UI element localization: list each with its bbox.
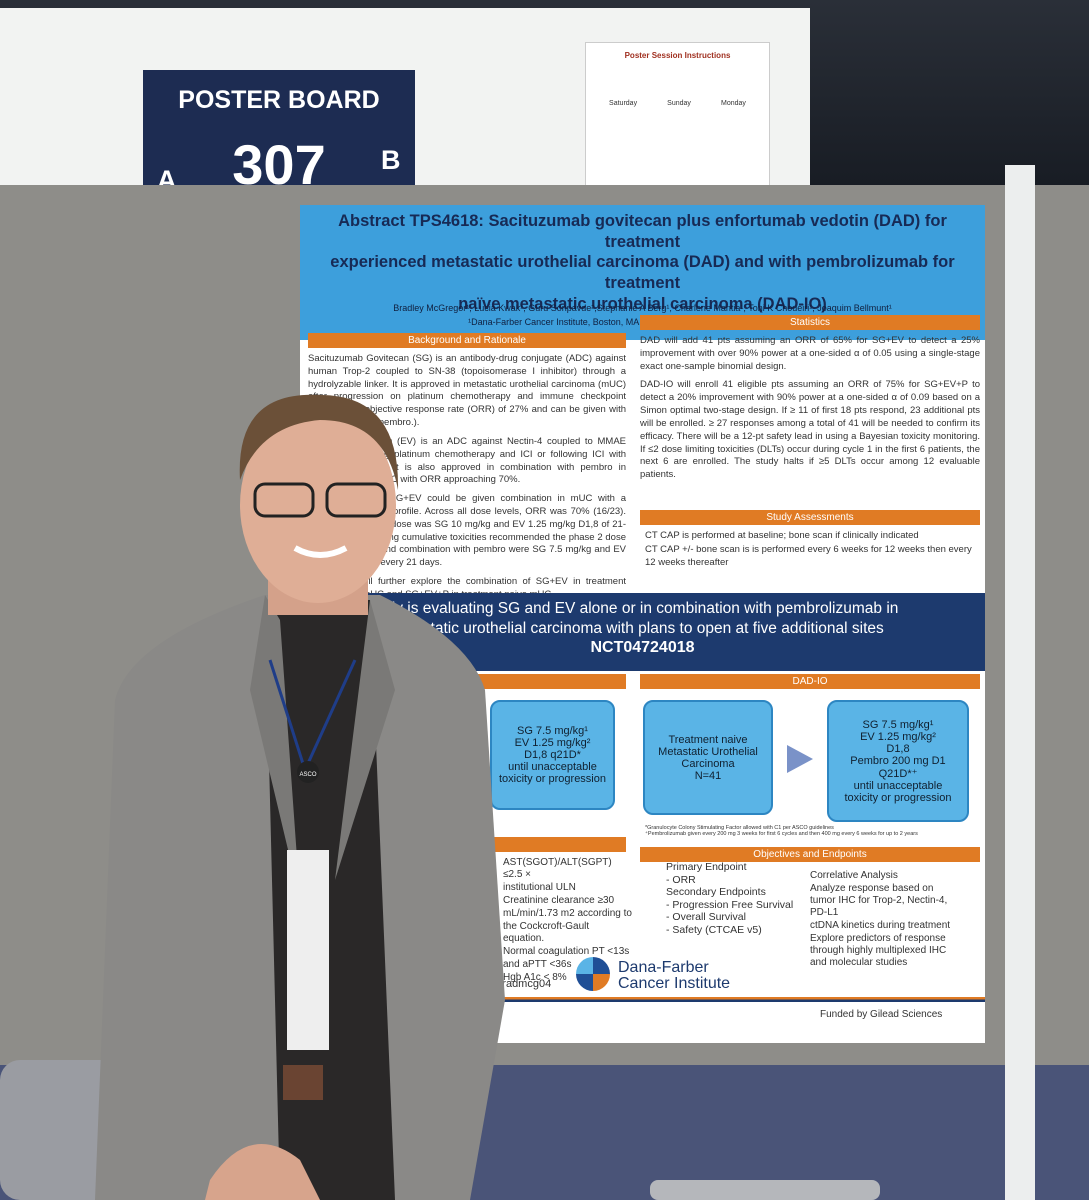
text-line: SG 7.5 mg/kg¹ [862, 718, 934, 731]
text-line: Metastatic Urothelial [658, 745, 758, 758]
text-line: Secondary Endpoints [666, 886, 766, 899]
text-line: SG 7.5 mg/kg¹ [517, 725, 588, 737]
text-line: Normal coagulation PT <13s [503, 946, 630, 957]
chair [650, 1180, 880, 1200]
hair [239, 394, 399, 490]
footnotes: *Granulocyte Colony Stimulating Factor a… [645, 825, 985, 837]
section-heading: Background and Rationale [308, 333, 626, 348]
text-line: CT CAP is performed at baseline; bone sc… [645, 530, 919, 541]
text-line: etastatic urothelial carcinoma with plan… [401, 620, 884, 638]
background-text: Sacituzumab Govitecan (SG) is an antibod… [308, 353, 626, 608]
text-line: N=41 [694, 769, 722, 782]
text-line: Treatment naive [668, 733, 748, 746]
text-line: *Granulocyte Colony Stimulating Factor a… [645, 825, 834, 831]
text-line: Correlative Analysis [810, 870, 898, 881]
badge-text: ASCO [299, 772, 316, 778]
text-line: Pembro 200 mg D1 [850, 754, 946, 767]
text-line: Abstract TPS4618: Sacituzumab govitecan … [338, 212, 947, 251]
post [1005, 165, 1035, 1200]
assessments-list: CT CAP is performed at baseline; bone sc… [645, 530, 975, 570]
stripe [480, 997, 985, 1002]
badge-clip [297, 761, 319, 783]
text-line: EV 1.25 mg/kg² [514, 737, 591, 749]
text-line: Analyze response based on tumor IHC for … [810, 883, 948, 918]
instructions-sheet: Poster Session Instructions Saturday Sund… [585, 42, 770, 190]
text-line: Saturday [609, 100, 638, 107]
badge-card [287, 850, 329, 1050]
belt [283, 1065, 323, 1100]
poster-title: Abstract TPS4618: Sacituzumab govitecan … [305, 211, 980, 314]
text-line: - ORR [666, 873, 696, 886]
banner-text: dy is evaluating SG and EV alone or in c… [300, 599, 985, 639]
face [240, 407, 396, 603]
funding: Funded by Gilead Sciences [820, 1009, 943, 1020]
text-line: Primary Endpoint [666, 861, 747, 873]
text-line: and aPTT <36s [503, 959, 572, 970]
text-line: Dana-Farber [618, 959, 709, 976]
text-line: EV 1.25 mg/kg² [860, 730, 936, 743]
eligibility-list: AST(SGOT)/ALT(SGPT) ≤2.5 × institutional … [503, 857, 633, 985]
chair [0, 1060, 125, 1200]
text-line: Q21D*⁺ [878, 767, 918, 780]
text-line: ctDNA kinetics during treatment [810, 920, 951, 931]
text-line: toxicity or progression [499, 773, 606, 785]
text-line: - Safety (CTCAE v5) [666, 923, 762, 936]
text-line: - Progression Free Survival [666, 898, 794, 911]
glasses [253, 482, 315, 518]
endpoints-list: Primary Endpoint - ORR Secondary Endpoints… [666, 861, 806, 937]
text-line: CT CAP +/- bone scan is is performed eve… [645, 543, 972, 568]
text-line: AST(SGOT)/ALT(SGPT) ≤2.5 × [503, 857, 612, 880]
text-line: naïve metastatic urothelial carcinoma (D… [458, 294, 827, 313]
statistics-text: DAD will add 41 pts assuming an ORR of 6… [640, 335, 980, 488]
text-line: Sunday [667, 100, 691, 107]
population-box: Treatment naive Metastatic Urothelial Carc… [643, 700, 773, 815]
smile [293, 545, 348, 558]
section-heading: Statistics [640, 315, 980, 330]
text-line: dy is evaluating SG and EV alone or in c… [386, 600, 899, 617]
text-line: mL/min/1.73 m2 according to [503, 908, 632, 919]
sign-right: B [381, 145, 401, 175]
text-line: DAD will add 41 pts assuming an ORR of 6… [640, 335, 980, 372]
text-line: ⁺Pembrolizumab given every 200 mg 3 week… [645, 831, 918, 837]
text-line: experienced metastatic urothelial carcin… [330, 253, 955, 292]
text-line: institutional ULN [503, 882, 576, 893]
correlative-list: Correlative Analysis Analyze response bas… [810, 870, 960, 970]
text-line: D1,8 q21D* [524, 749, 581, 761]
text-line: DAD-IO will enroll 41 eligible pts assum… [640, 379, 980, 481]
text-line: the Cockcroft-Gault equation. [503, 921, 590, 944]
io-regimen-box: SG 7.5 mg/kg¹ EV 1.25 mg/kg² D1,8 Pembro 20… [827, 700, 969, 822]
logo-mark [576, 957, 610, 991]
section-heading: Objectives and Endpoints [640, 847, 980, 862]
text-line: until unacceptable [853, 779, 943, 792]
text-line: Creatinine clearance ≥30 [503, 895, 615, 906]
arrow [787, 745, 813, 773]
dad-regimen-box: SG 7.5 mg/kg¹ EV 1.25 mg/kg² D1,8 q21D* unt… [490, 700, 615, 810]
text-line: - Overall Survival [666, 911, 746, 924]
section-heading: DAD-IO [640, 674, 980, 689]
text-line: D1,8 [886, 742, 910, 755]
text-line: until unacceptable [508, 761, 597, 773]
text-line: Monday [721, 100, 746, 107]
glasses [325, 482, 387, 518]
text-line: Carcinoma [681, 757, 735, 770]
text-line: Cancer Institute [618, 975, 731, 992]
logo-text: Dana-Farber Cancer Institute [618, 960, 730, 992]
sign-label: POSTER BOARD [178, 86, 380, 114]
nct: NCT04724018 [590, 639, 695, 657]
text-line: Enfortumab vedotin (EV) is an ADC agains… [308, 435, 626, 486]
instructions-days: Saturday Sunday Monday [594, 100, 761, 107]
section-heading: Study Assessments [640, 510, 980, 525]
text-line: Explore predictors of response through h… [810, 933, 947, 968]
authors: Bradley McGregor¹, Lucia Kwak¹, Guru Son… [393, 303, 892, 313]
text-line: Hgb A1c < 8% [503, 972, 567, 983]
instructions-title: Poster Session Instructions [624, 51, 731, 60]
hand [205, 1144, 320, 1200]
lapel [250, 595, 395, 900]
text-line: toxicity or progression [844, 791, 952, 804]
